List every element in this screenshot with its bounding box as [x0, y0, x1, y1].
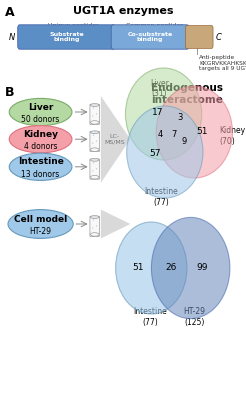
FancyBboxPatch shape	[18, 25, 115, 49]
Text: 50 donors: 50 donors	[21, 115, 60, 124]
Text: Co-substrate
binding: Co-substrate binding	[127, 32, 173, 42]
Text: Substrate
binding: Substrate binding	[49, 32, 84, 42]
Ellipse shape	[95, 158, 96, 160]
Text: HT-29
(125): HT-29 (125)	[183, 307, 205, 326]
Text: C: C	[215, 32, 221, 42]
Ellipse shape	[96, 225, 97, 227]
Text: Intestine
(77): Intestine (77)	[144, 187, 178, 206]
Ellipse shape	[93, 134, 94, 136]
Ellipse shape	[95, 103, 96, 105]
Ellipse shape	[92, 170, 93, 172]
Text: Common peptides: Common peptides	[126, 23, 184, 28]
Text: 7: 7	[171, 130, 176, 139]
Text: 9: 9	[181, 138, 187, 146]
Ellipse shape	[96, 113, 97, 115]
Ellipse shape	[91, 176, 99, 179]
Text: Cell model: Cell model	[14, 215, 67, 224]
Ellipse shape	[116, 222, 187, 314]
Text: 17: 17	[152, 108, 163, 117]
Polygon shape	[101, 96, 130, 183]
Text: HT-29: HT-29	[30, 227, 52, 236]
Text: Unique peptides: Unique peptides	[48, 23, 99, 28]
Ellipse shape	[93, 162, 94, 164]
FancyBboxPatch shape	[90, 216, 99, 236]
Text: B: B	[5, 86, 15, 99]
Ellipse shape	[127, 106, 203, 198]
FancyBboxPatch shape	[90, 159, 99, 179]
Ellipse shape	[95, 215, 96, 217]
Text: Anti-peptide
KKGRVKKAHKSKTH
targets all 9 UGT1A enzymes: Anti-peptide KKGRVKKAHKSKTH targets all …	[199, 55, 246, 72]
FancyBboxPatch shape	[90, 104, 99, 124]
Ellipse shape	[91, 216, 99, 218]
Text: UGT1A enzymes: UGT1A enzymes	[73, 6, 173, 16]
Text: Intestine: Intestine	[18, 158, 63, 166]
Text: 13 donors: 13 donors	[21, 170, 60, 178]
Ellipse shape	[125, 68, 202, 160]
Ellipse shape	[92, 115, 93, 117]
Ellipse shape	[95, 130, 96, 132]
FancyBboxPatch shape	[90, 132, 99, 152]
Ellipse shape	[91, 121, 99, 124]
Text: Intestine
(77): Intestine (77)	[134, 307, 168, 326]
Ellipse shape	[91, 104, 99, 106]
Text: N: N	[9, 32, 15, 42]
Ellipse shape	[152, 217, 230, 318]
Ellipse shape	[9, 98, 72, 126]
Ellipse shape	[9, 126, 72, 153]
Text: 51: 51	[196, 128, 207, 136]
Ellipse shape	[92, 227, 93, 229]
Text: Kidney: Kidney	[23, 130, 58, 139]
Text: Endogenous
interactome: Endogenous interactome	[151, 83, 223, 105]
Text: 99: 99	[196, 264, 207, 272]
Ellipse shape	[91, 233, 99, 236]
FancyBboxPatch shape	[185, 26, 213, 48]
Text: LC-
MS/MS: LC- MS/MS	[104, 134, 125, 144]
Ellipse shape	[91, 131, 99, 134]
Ellipse shape	[91, 158, 99, 161]
Ellipse shape	[96, 168, 97, 170]
Text: 4: 4	[157, 130, 163, 139]
Polygon shape	[101, 210, 130, 238]
Ellipse shape	[93, 219, 94, 221]
Text: 57: 57	[149, 149, 161, 158]
Ellipse shape	[96, 140, 97, 142]
Text: Kidney
(70): Kidney (70)	[219, 126, 246, 146]
Text: A: A	[5, 6, 15, 19]
Text: Liver
(31): Liver (31)	[150, 78, 169, 98]
Ellipse shape	[9, 153, 72, 180]
Text: 26: 26	[165, 264, 176, 272]
Ellipse shape	[8, 210, 73, 238]
Ellipse shape	[92, 142, 93, 144]
FancyBboxPatch shape	[111, 25, 189, 49]
Text: Liver: Liver	[28, 103, 53, 112]
Text: 3: 3	[178, 113, 183, 122]
Ellipse shape	[93, 107, 94, 109]
Text: 4 donors: 4 donors	[24, 142, 57, 151]
Ellipse shape	[156, 86, 232, 178]
Ellipse shape	[91, 148, 99, 151]
Text: 51: 51	[133, 264, 144, 272]
